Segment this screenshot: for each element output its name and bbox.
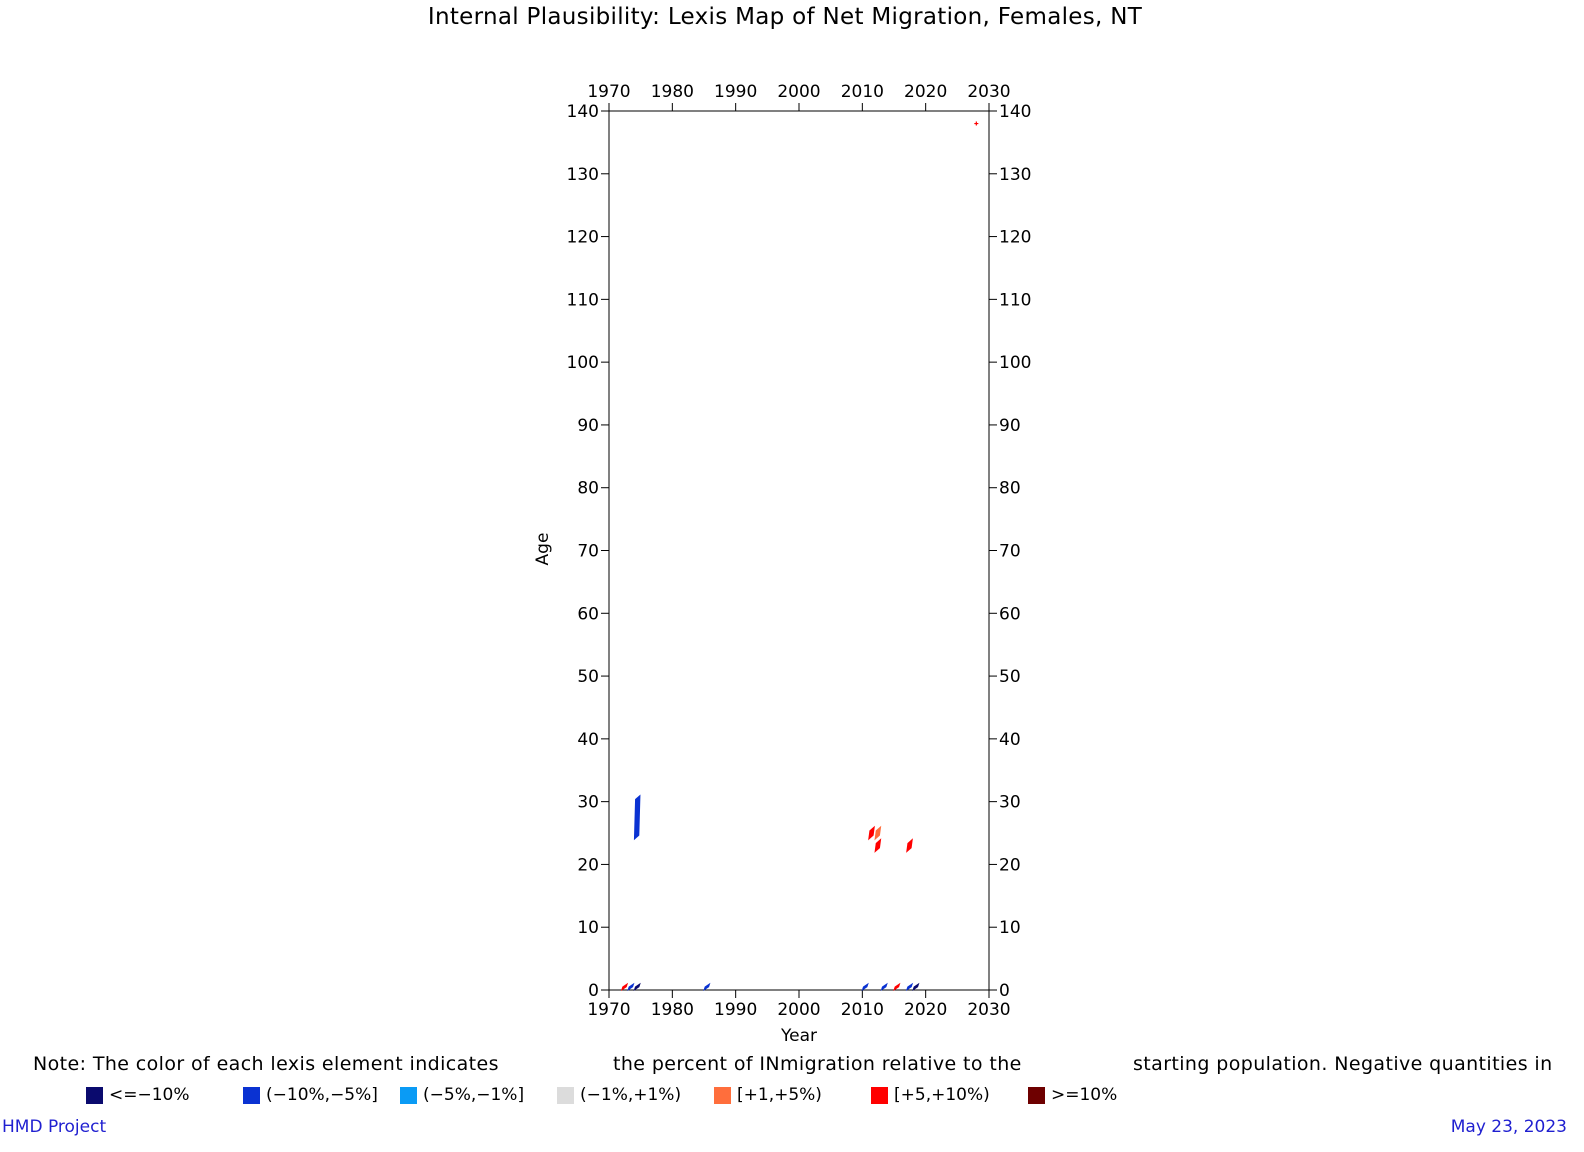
y-tick-label-right: 20 <box>999 855 1021 875</box>
lexis-cell-marker <box>974 121 979 126</box>
y-tick-label-right: 40 <box>999 730 1021 750</box>
note-part-2: the percent of INmigration relative to t… <box>613 1053 1022 1075</box>
legend-swatch <box>1028 1086 1045 1104</box>
y-tick-label-left: 110 <box>567 290 599 310</box>
lexis-cell <box>906 838 913 853</box>
x-tick-label-bottom: 1980 <box>651 1000 694 1020</box>
x-tick-label-bottom: 1990 <box>714 1000 757 1020</box>
lexis-cell <box>633 982 641 991</box>
y-tick-label-right: 80 <box>999 479 1021 499</box>
y-tick-label-right: 110 <box>999 290 1031 310</box>
legend-swatch <box>243 1086 260 1104</box>
x-axis-label: Year <box>780 1026 817 1046</box>
lexis-cell <box>874 838 882 853</box>
y-tick-label-left: 10 <box>577 918 599 938</box>
legend-label: [+1,+5%) <box>737 1085 822 1105</box>
x-tick-label-top: 2030 <box>967 82 1010 102</box>
legend-item-minus10-minus5: (−10%,−5%] <box>243 1083 378 1107</box>
x-tick-label-top: 2000 <box>777 82 820 102</box>
legend-swatch <box>86 1086 103 1104</box>
y-tick-label-right: 10 <box>999 918 1021 938</box>
x-tick-label-bottom: 2000 <box>777 1000 820 1020</box>
legend-item-le-minus10: <=−10% <box>86 1083 190 1107</box>
legend-label: (−1%,+1%) <box>580 1085 682 1105</box>
legend-label: >=10% <box>1051 1085 1118 1105</box>
x-tick-label-bottom: 1970 <box>587 1000 630 1020</box>
lexis-cell <box>620 982 629 991</box>
note-part-1: Note: The color of each lexis element in… <box>33 1053 499 1075</box>
lexis-cell <box>880 982 888 991</box>
lexis-cell <box>912 982 920 991</box>
x-tick-label-top: 1970 <box>587 82 630 102</box>
legend-swatch <box>400 1086 417 1104</box>
y-tick-label-left: 130 <box>567 165 599 185</box>
lexis-cell <box>874 825 882 841</box>
lexis-cell <box>905 982 914 991</box>
y-tick-label-right: 90 <box>999 416 1021 436</box>
lexis-cell <box>633 794 641 841</box>
legend-item-ge-plus10: >=10% <box>1028 1083 1117 1107</box>
legend-swatch <box>557 1086 574 1104</box>
plot-frame <box>608 110 990 991</box>
legend-label: (−10%,−5%] <box>266 1085 378 1105</box>
y-tick-label-left: 90 <box>577 416 599 436</box>
y-tick-label-left: 100 <box>567 353 599 373</box>
legend-item-minus5-minus1: (−5%,−1%] <box>400 1083 524 1107</box>
y-tick-label-left: 140 <box>567 102 599 122</box>
y-tick-label-right: 70 <box>999 542 1021 562</box>
x-tick-label-top: 1980 <box>651 82 694 102</box>
y-tick-label-left: 120 <box>567 228 599 248</box>
legend-label: <=−10% <box>109 1085 190 1105</box>
x-tick-label-bottom: 2010 <box>841 1000 884 1020</box>
legend-item-plus5-plus10: [+5,+10%) <box>871 1083 990 1107</box>
footer-hmd-project: HMD Project <box>2 1117 107 1137</box>
lexis-cell <box>627 982 635 991</box>
y-tick-label-left: 30 <box>577 793 599 813</box>
y-tick-label-right: 140 <box>999 102 1031 122</box>
x-tick-label-top: 2020 <box>904 82 947 102</box>
y-tick-label-left: 0 <box>588 981 599 1001</box>
cells-group <box>620 121 979 991</box>
lexis-cell <box>893 982 901 991</box>
y-tick-label-right: 100 <box>999 353 1031 373</box>
y-tick-label-right: 60 <box>999 604 1021 624</box>
lexis-cell <box>861 982 869 991</box>
y-tick-label-left: 50 <box>577 667 599 687</box>
lexis-cell <box>868 825 875 841</box>
x-tick-label-bottom: 2030 <box>967 1000 1010 1020</box>
y-tick-label-right: 120 <box>999 228 1031 248</box>
note-part-3: starting population. Negative quantities… <box>1133 1053 1553 1075</box>
chart-title: Internal Plausibility: Lexis Map of Net … <box>427 4 1143 30</box>
y-tick-label-right: 130 <box>999 165 1031 185</box>
y-tick-label-left: 60 <box>577 604 599 624</box>
footer-date: May 23, 2023 <box>1450 1117 1567 1137</box>
y-tick-label-left: 70 <box>577 542 599 562</box>
y-tick-label-left: 20 <box>577 855 599 875</box>
x-tick-label-bottom: 2020 <box>904 1000 947 1020</box>
x-tick-label-top: 2010 <box>841 82 884 102</box>
y-tick-label-right: 0 <box>999 981 1010 1001</box>
y-tick-label-right: 50 <box>999 667 1021 687</box>
legend-item-minus1-plus1: (−1%,+1%) <box>557 1083 681 1107</box>
y-tick-label-right: 30 <box>999 793 1021 813</box>
x-tick-label-top: 1990 <box>714 82 757 102</box>
legend-label: [+5,+10%) <box>894 1085 990 1105</box>
y-tick-label-left: 80 <box>577 479 599 499</box>
legend-label: (−5%,−1%] <box>423 1085 525 1105</box>
lexis-cell <box>703 982 711 991</box>
y-axis-label: Age <box>533 533 553 566</box>
legend-swatch <box>871 1086 888 1104</box>
y-tick-label-left: 40 <box>577 730 599 750</box>
legend-item-plus1-plus5: [+1,+5%) <box>714 1083 822 1107</box>
legend-swatch <box>714 1086 731 1104</box>
